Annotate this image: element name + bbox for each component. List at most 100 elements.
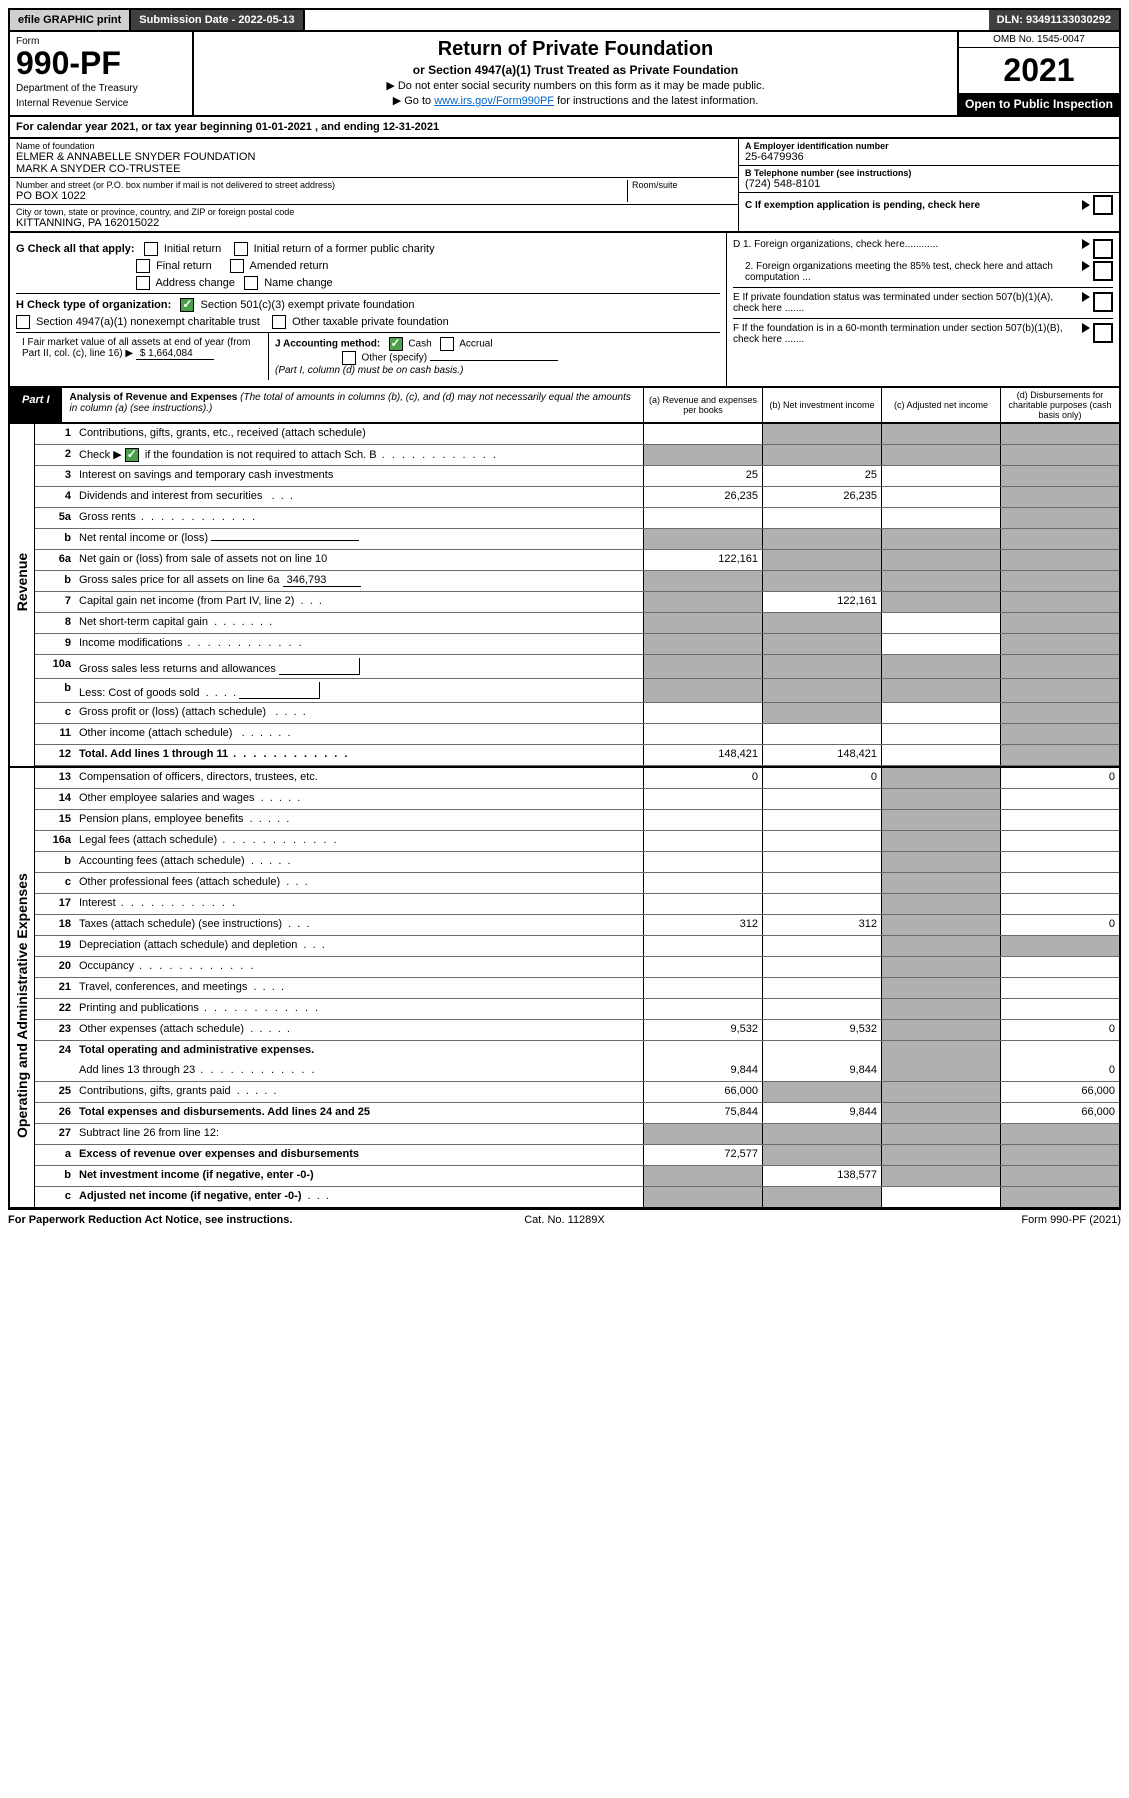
col-b-header: (b) Net investment income (762, 388, 881, 422)
line-3-desc: Interest on savings and temporary cash i… (75, 466, 643, 486)
line-18-col-a: 312 (643, 915, 762, 935)
d2-checkbox[interactable] (1093, 261, 1113, 281)
line-25-desc: Contributions, gifts, grants paid . . . … (75, 1082, 643, 1102)
other-taxable-label: Other taxable private foundation (292, 316, 449, 328)
accounting-method-label: J Accounting method: (275, 339, 380, 350)
form-title: Return of Private Foundation (200, 38, 951, 61)
foundation-name-1: ELMER & ANNABELLE SNYDER FOUNDATION (16, 151, 732, 163)
line-27a-col-a: 72,577 (643, 1145, 762, 1165)
line-9-desc: Income modifications (75, 634, 643, 654)
exemption-pending-checkbox[interactable] (1093, 195, 1113, 215)
line-20-desc: Occupancy (75, 957, 643, 977)
line-23-col-a: 9,532 (643, 1020, 762, 1040)
amended-return-checkbox[interactable] (230, 259, 244, 273)
501c3-label: Section 501(c)(3) exempt private foundat… (200, 299, 414, 311)
line-7-desc: Capital gain net income (from Part IV, l… (75, 592, 643, 612)
line-27c-desc: Adjusted net income (if negative, enter … (75, 1187, 643, 1207)
dept-treasury: Department of the Treasury (16, 83, 186, 94)
dln-label: DLN: 93491133030292 (989, 10, 1119, 30)
line-5b-desc: Net rental income or (loss) (75, 529, 643, 549)
city-label: City or town, state or province, country… (16, 207, 732, 217)
e-checkbox[interactable] (1093, 292, 1113, 312)
arrow-icon (1082, 323, 1090, 333)
part-1-header: Part I Analysis of Revenue and Expenses … (8, 388, 1121, 424)
line-12-desc: Total. Add lines 1 through 11 (75, 745, 643, 765)
line-4-desc: Dividends and interest from securities .… (75, 487, 643, 507)
line-17-desc: Interest (75, 894, 643, 914)
ein-label: A Employer identification number (745, 141, 1113, 151)
d2-label: 2. Foreign organizations meeting the 85%… (733, 261, 1079, 283)
line-18-col-d: 0 (1000, 915, 1119, 935)
address-change-label: Address change (155, 277, 235, 289)
initial-return-checkbox[interactable] (144, 242, 158, 256)
line-27b-desc: Net investment income (if negative, ente… (75, 1166, 643, 1186)
line-16c-desc: Other professional fees (attach schedule… (75, 873, 643, 893)
cat-number: Cat. No. 11289X (379, 1214, 750, 1226)
part-1-title: Analysis of Revenue and Expenses (70, 392, 238, 403)
top-bar: efile GRAPHIC print Submission Date - 20… (8, 8, 1121, 32)
final-return-label: Final return (156, 260, 212, 272)
other-specify-label: Other (specify) (361, 353, 427, 364)
line-13-desc: Compensation of officers, directors, tru… (75, 768, 643, 788)
revenue-table: Revenue 1Contributions, gifts, grants, e… (8, 424, 1121, 768)
cash-label: Cash (408, 339, 431, 350)
g-label: G Check all that apply: (16, 243, 135, 255)
form-ref: Form 990-PF (2021) (750, 1214, 1121, 1226)
line-16a-desc: Legal fees (attach schedule) (75, 831, 643, 851)
initial-return-former-label: Initial return of a former public charit… (254, 243, 435, 255)
other-taxable-checkbox[interactable] (272, 315, 286, 329)
form-header: Form 990-PF Department of the Treasury I… (8, 32, 1121, 117)
foundation-name-2: MARK A SNYDER CO-TRUSTEE (16, 163, 732, 175)
telephone-value: (724) 548-8101 (745, 178, 1113, 190)
final-return-checkbox[interactable] (136, 259, 150, 273)
d1-label: D 1. Foreign organizations, check here..… (733, 239, 1079, 259)
initial-return-label: Initial return (164, 243, 221, 255)
line-4-col-a: 26,235 (643, 487, 762, 507)
form-subtitle: or Section 4947(a)(1) Trust Treated as P… (200, 63, 951, 77)
expenses-table: Operating and Administrative Expenses 13… (8, 768, 1121, 1209)
line-24b-desc: Add lines 13 through 23 (75, 1061, 643, 1081)
line-6a-col-a: 122,161 (643, 550, 762, 570)
accrual-label: Accrual (459, 339, 492, 350)
cash-checkbox[interactable] (389, 337, 403, 351)
cash-basis-note: (Part I, column (d) must be on cash basi… (275, 365, 463, 376)
line-21-desc: Travel, conferences, and meetings . . . … (75, 978, 643, 998)
name-label: Name of foundation (16, 141, 732, 151)
open-to-public: Open to Public Inspection (959, 93, 1119, 115)
ein-value: 25-6479936 (745, 151, 1113, 163)
line-19-desc: Depreciation (attach schedule) and deple… (75, 936, 643, 956)
line-27a-desc: Excess of revenue over expenses and disb… (75, 1145, 643, 1165)
line-3-col-a: 25 (643, 466, 762, 486)
address-label: Number and street (or P.O. box number if… (16, 180, 627, 190)
initial-return-former-checkbox[interactable] (234, 242, 248, 256)
line-27b-col-b: 138,577 (762, 1166, 881, 1186)
telephone-label: B Telephone number (see instructions) (745, 168, 1113, 178)
line-18-col-b: 312 (762, 915, 881, 935)
line-27-desc: Subtract line 26 from line 12: (75, 1124, 643, 1144)
line-13-col-b: 0 (762, 768, 881, 788)
line-16b-desc: Accounting fees (attach schedule) . . . … (75, 852, 643, 872)
sch-b-checkbox[interactable] (125, 448, 139, 462)
line-13-col-a: 0 (643, 768, 762, 788)
form-number: 990-PF (16, 47, 186, 79)
instructions-link[interactable]: www.irs.gov/Form990PF (434, 95, 554, 107)
address-change-checkbox[interactable] (136, 276, 150, 290)
check-options: G Check all that apply: Initial return I… (8, 233, 1121, 388)
e-label: E If private foundation status was termi… (733, 292, 1079, 314)
line-3-col-b: 25 (762, 466, 881, 486)
line-8-desc: Net short-term capital gain . . . . . . … (75, 613, 643, 633)
col-d-header: (d) Disbursements for charitable purpose… (1000, 388, 1119, 422)
tax-year: 2021 (959, 48, 1119, 93)
other-specify-checkbox[interactable] (342, 351, 356, 365)
col-a-header: (a) Revenue and expenses per books (643, 388, 762, 422)
501c3-checkbox[interactable] (180, 298, 194, 312)
irs-label: Internal Revenue Service (16, 98, 186, 109)
d1-checkbox[interactable] (1093, 239, 1113, 259)
arrow-icon (1082, 292, 1090, 302)
accrual-checkbox[interactable] (440, 337, 454, 351)
f-checkbox[interactable] (1093, 323, 1113, 343)
line-24-desc: Total operating and administrative expen… (75, 1041, 643, 1061)
name-change-checkbox[interactable] (244, 276, 258, 290)
4947-checkbox[interactable] (16, 315, 30, 329)
efile-print-button[interactable]: efile GRAPHIC print (10, 10, 131, 30)
